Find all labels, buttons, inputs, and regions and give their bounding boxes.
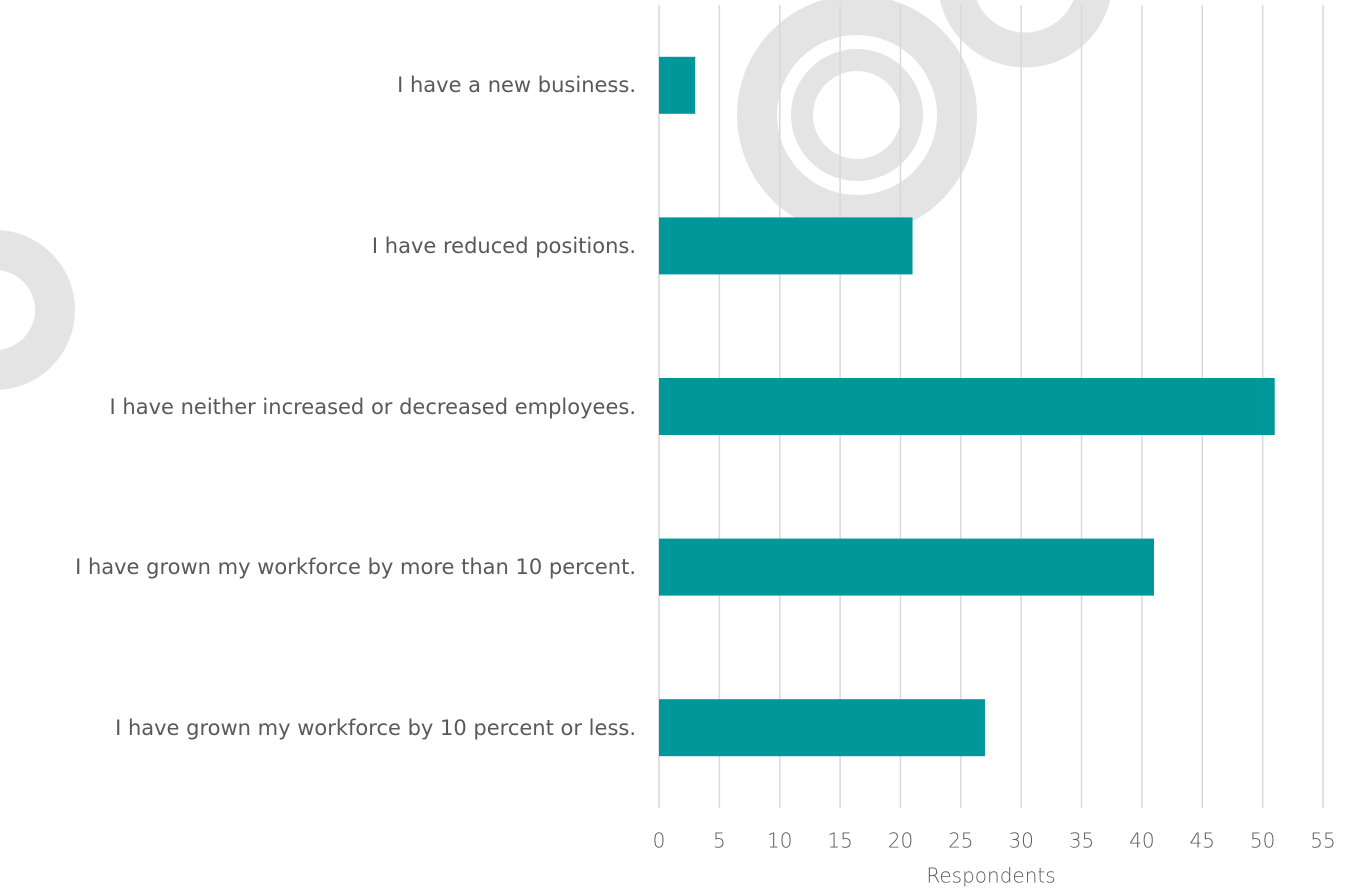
- watermark: [0, 0, 1111, 390]
- x-tick-label: 30: [1008, 829, 1033, 853]
- x-tick-label: 35: [1069, 829, 1094, 853]
- y-tick-label: I have grown my workforce by more than 1…: [75, 555, 636, 580]
- y-tick-label: I have neither increased or decreased em…: [109, 394, 636, 419]
- x-tick-label: 55: [1310, 829, 1335, 853]
- bar: [659, 538, 1154, 596]
- x-tick-label: 20: [888, 829, 913, 853]
- x-tick-label: 25: [948, 829, 973, 853]
- x-tick-label: 10: [767, 829, 792, 853]
- bar: [659, 699, 985, 757]
- y-tick-label: I have reduced positions.: [371, 233, 636, 258]
- x-tick-label: 50: [1250, 829, 1275, 853]
- bar: [659, 378, 1275, 435]
- y-tick-label: I have a new business.: [397, 73, 636, 98]
- x-tick-label: 5: [713, 829, 726, 853]
- x-tick-label: 15: [827, 829, 852, 853]
- y-tick-label: I have grown my workforce by 10 percent …: [115, 715, 636, 740]
- x-axis-title: Respondents: [926, 864, 1055, 888]
- bar: [659, 217, 913, 275]
- x-tick-label: 40: [1129, 829, 1154, 853]
- x-tick-label: 45: [1190, 829, 1215, 853]
- bar: [659, 56, 696, 114]
- x-tick-label: 0: [653, 829, 666, 853]
